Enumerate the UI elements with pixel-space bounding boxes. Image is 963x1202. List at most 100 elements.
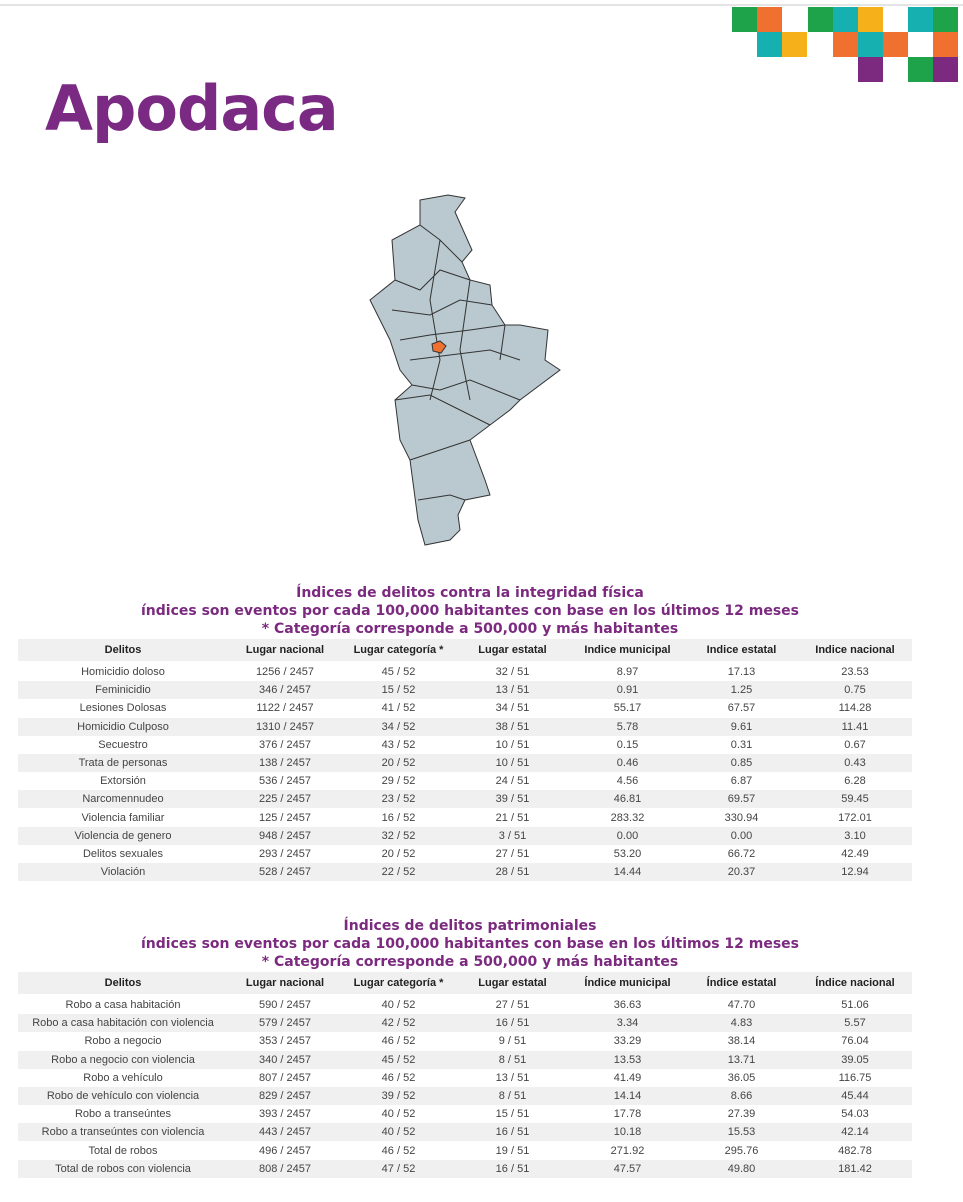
table-cell: 13 / 51 [495, 684, 530, 697]
table-cell: Extorsión [100, 775, 146, 788]
table-row: Robo a casa habitación con violencia 579 … [18, 1014, 912, 1033]
table-cell: 27.39 [727, 1108, 756, 1121]
table-cell: 51.06 [841, 999, 869, 1011]
table-cell: 47.70 [727, 999, 756, 1011]
table-cell: 39 / 51 [495, 793, 530, 806]
table-cell: Delitos sexuales [82, 848, 164, 860]
table-cell: 27 / 51 [495, 848, 530, 860]
table-cell: 45 / 52 [381, 666, 416, 678]
table-row: Homicidio doloso 1256 / 2457 45 / 52 32 / 5… [18, 663, 912, 681]
table-cell: 36.05 [727, 1071, 756, 1084]
table-cell: 330.94 [724, 811, 759, 824]
table-cell: 8 / 51 [498, 1090, 527, 1102]
table-cell: 32 / 52 [381, 829, 416, 842]
logo-squares [732, 7, 958, 82]
table-cell: 295.76 [724, 1144, 759, 1157]
table-cell: 33.29 [613, 1035, 642, 1048]
header-cell: Delitos [104, 644, 142, 656]
table-cell: Homicidio Culposo [77, 720, 169, 733]
header-cell: Indice nacional [815, 644, 895, 656]
table-cell: 47 / 52 [381, 1162, 416, 1175]
table-title: * Categoría corresponde a 500,000 y más … [261, 621, 679, 637]
table-cell: 66.72 [727, 848, 756, 860]
header-cell: Índice municipal [584, 977, 671, 989]
table-cell: 3.10 [844, 829, 866, 842]
table-cell: 22 / 52 [381, 866, 416, 879]
table-cell: Violencia de genero [74, 829, 172, 842]
table-cell: 76.04 [841, 1035, 869, 1048]
table-cell: 3.34 [616, 1017, 639, 1030]
table-cell: 41 / 52 [381, 702, 416, 715]
table-cell: 1122 / 2457 [256, 702, 314, 715]
table-cell: Homicidio doloso [81, 666, 165, 678]
table-cell: 4.83 [730, 1017, 753, 1030]
table-cell: 1256 / 2457 [255, 666, 315, 678]
table-cell: 53.20 [613, 848, 642, 860]
table-title: Índices de delitos contra la integridad … [296, 585, 644, 601]
table-row: Robo a transeúntes con violencia 443 / 24… [18, 1123, 912, 1142]
table-cell: Violencia familiar [81, 811, 165, 824]
header-cell: Lugar nacional [245, 644, 325, 656]
header-cell: Indice municipal [584, 644, 671, 656]
table-row: Violencia de genero 948 / 2457 32 / 52 3 / … [18, 826, 912, 845]
table-cell: 67.57 [727, 702, 756, 715]
table-cell: Total de robos con violencia [55, 1162, 191, 1175]
table-cell: 443 / 2457 [259, 1126, 311, 1139]
table-cell: 3 / 51 [498, 829, 527, 842]
table-cell: 11.41 [841, 720, 869, 733]
table-cell: Robo a transeúntes [74, 1108, 171, 1121]
table-cell: 116.75 [838, 1071, 872, 1084]
table-cell: 28 / 51 [495, 866, 530, 879]
table-cell: 42 / 52 [381, 1017, 416, 1030]
header-cell: Indice estatal [706, 644, 777, 656]
table-cell: 23 / 52 [381, 793, 416, 806]
table-row: Total de robos con violencia 808 / 2457 47… [18, 1159, 912, 1178]
table-cell: 482.78 [838, 1144, 872, 1157]
table-cell: 0.91 [616, 684, 639, 697]
table-row: Robo a vehículo 807 / 2457 46 / 52 13 / 51 4… [18, 1069, 912, 1087]
table-cell: 172.01 [838, 811, 872, 824]
table-cell: 45 / 52 [381, 1053, 416, 1066]
table-cell: 36.63 [613, 999, 642, 1011]
table-row: Extorsión 536 / 2457 29 / 52 24 / 51 4.56 6.8… [18, 772, 912, 790]
table-cell: 39 / 52 [381, 1090, 416, 1102]
header-cell: Índice nacional [815, 977, 895, 989]
header-cell: Lugar estatal [478, 977, 547, 989]
table-cell: Total de robos [88, 1144, 158, 1157]
table-cell: 181.42 [838, 1162, 872, 1175]
table-cell: 16 / 52 [381, 811, 416, 824]
table-cell: Lesiones Dolosas [79, 702, 167, 715]
table-cell: 9 / 51 [498, 1035, 527, 1048]
table-cell: 39.05 [841, 1053, 869, 1066]
table-row: Robo a negocio con violencia 340 / 2457 45… [18, 1050, 912, 1069]
table-cell: 8.66 [730, 1090, 753, 1102]
table-cell: Trata de personas [78, 757, 168, 769]
table-cell: 0.00 [616, 829, 639, 842]
table-cell: 125 / 2457 [259, 811, 311, 824]
table-cell: Robo a negocio [84, 1035, 162, 1048]
table-row: Robo a negocio 353 / 2457 46 / 52 9 / 51 33.… [18, 1032, 912, 1050]
table-cell: 16 / 51 [495, 1162, 530, 1175]
table-cell: 27 / 51 [495, 999, 530, 1011]
table-cell: 20 / 52 [381, 757, 416, 769]
table-cell: Violación [100, 866, 146, 879]
table-cell: 138 / 2457 [259, 757, 311, 769]
table-title: * Categoría corresponde a 500,000 y más … [261, 954, 679, 970]
table-cell: 10 / 51 [495, 738, 530, 751]
table-row: Secuestro 376 / 2457 43 / 52 10 / 51 0.15 0.3… [18, 736, 912, 754]
table-row: Feminicidio 346 / 2457 15 / 52 13 / 51 0.91 1… [18, 681, 912, 700]
table-cell: 55.17 [613, 702, 642, 715]
table-cell: 16 / 51 [495, 1017, 530, 1030]
table-cell: Robo a casa habitación [65, 999, 181, 1011]
table-cell: 14.14 [613, 1090, 642, 1102]
table-cell: 17.13 [727, 666, 756, 678]
table-cell: 496 / 2457 [259, 1144, 311, 1157]
table-cell: 346 / 2457 [259, 684, 311, 697]
table-cell: 590 / 2457 [259, 999, 311, 1011]
table-cell: 9.61 [730, 720, 753, 733]
map [369, 194, 561, 546]
table-cell: 46 / 52 [381, 1071, 416, 1084]
table-cell: 20 / 52 [381, 848, 416, 860]
page-title: Apodaca [45, 72, 339, 145]
